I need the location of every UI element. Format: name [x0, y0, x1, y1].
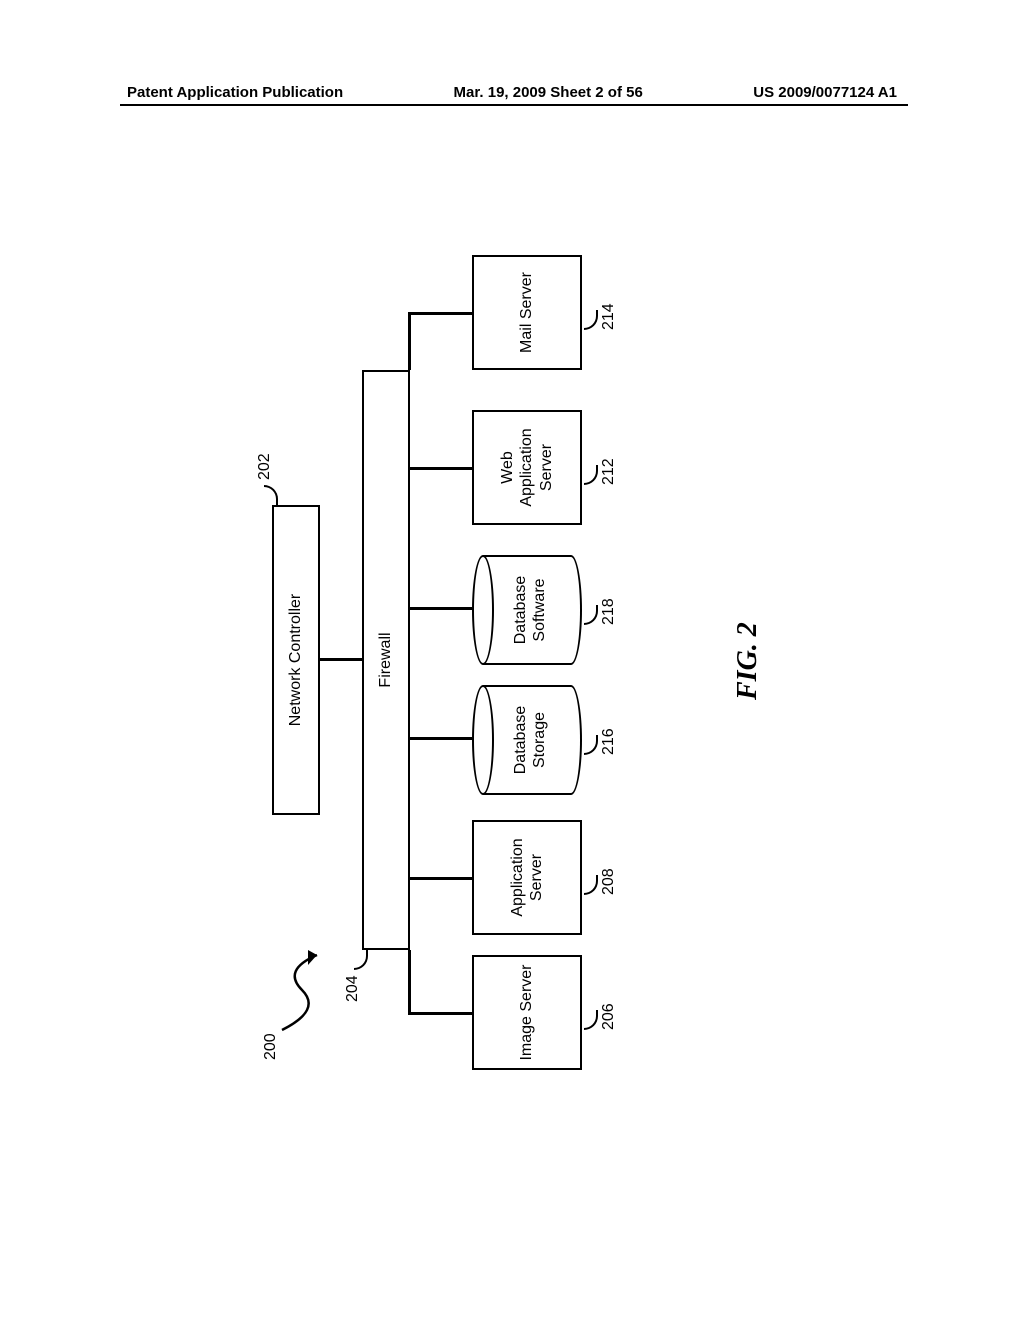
conn-drop-2 [410, 878, 472, 881]
network-controller-box: Network Controller [272, 505, 320, 815]
database-software-body: Database Software [483, 555, 571, 665]
ref-hook-218 [584, 605, 598, 625]
database-storage-cyl: Database Storage [472, 685, 582, 795]
web-app-server-box: Web Application Server [472, 410, 582, 525]
ref-216: 216 [600, 728, 618, 755]
figure-label: FIG. 2 [732, 622, 764, 700]
mail-server-label: Mail Server [517, 272, 536, 353]
header-left: Patent Application Publication [127, 84, 343, 101]
network-controller-label: Network Controller [286, 594, 305, 726]
diagram-inner: 200 Network Controller 202 Firewall 204 [272, 250, 752, 1070]
ref-204: 204 [344, 975, 362, 1002]
header-right: US 2009/0077124 A1 [753, 84, 897, 101]
database-storage-label: Database Storage [511, 706, 549, 775]
conn-drop-6 [410, 313, 472, 316]
firewall-label: Firewall [376, 632, 395, 687]
header-rule [120, 104, 908, 106]
database-software-label: Database Software [511, 576, 549, 645]
ref-hook-206 [584, 1010, 598, 1030]
ref-208: 208 [600, 868, 618, 895]
image-server-label: Image Server [517, 964, 536, 1060]
arrow-200 [272, 950, 342, 1040]
image-server-box: Image Server [472, 955, 582, 1070]
ref-202: 202 [256, 453, 274, 480]
mail-server-box: Mail Server [472, 255, 582, 370]
cyl-top-icon [472, 685, 494, 795]
firewall-box: Firewall [362, 370, 410, 950]
application-server-box: Application Server [472, 820, 582, 935]
ref-212: 212 [600, 458, 618, 485]
ref-hook-212 [584, 465, 598, 485]
conn-bus-right [408, 312, 411, 370]
ref-hook-202 [264, 485, 278, 505]
ref-214: 214 [600, 303, 618, 330]
ref-hook-214 [584, 310, 598, 330]
diagram-rotated-container: 200 Network Controller 202 Firewall 204 [0, 148, 1024, 1172]
ref-218: 218 [600, 598, 618, 625]
conn-bus-left [408, 950, 411, 1015]
conn-drop-5 [410, 468, 472, 471]
ref-hook-204 [354, 950, 368, 970]
header-center: Mar. 19, 2009 Sheet 2 of 56 [454, 84, 643, 101]
conn-drop-4 [410, 608, 472, 611]
cyl-top-icon-2 [472, 555, 494, 665]
conn-drop-3 [410, 738, 472, 741]
database-storage-body: Database Storage [483, 685, 571, 795]
database-software-cyl: Database Software [472, 555, 582, 665]
ref-hook-208 [584, 875, 598, 895]
conn-drop-1 [410, 1013, 472, 1016]
application-server-label: Application Server [508, 838, 546, 916]
page-header: Patent Application Publication Mar. 19, … [0, 84, 1024, 101]
conn-nc-fw [320, 659, 362, 662]
ref-hook-216 [584, 735, 598, 755]
web-app-server-label: Web Application Server [498, 428, 556, 506]
ref-206: 206 [600, 1003, 618, 1030]
